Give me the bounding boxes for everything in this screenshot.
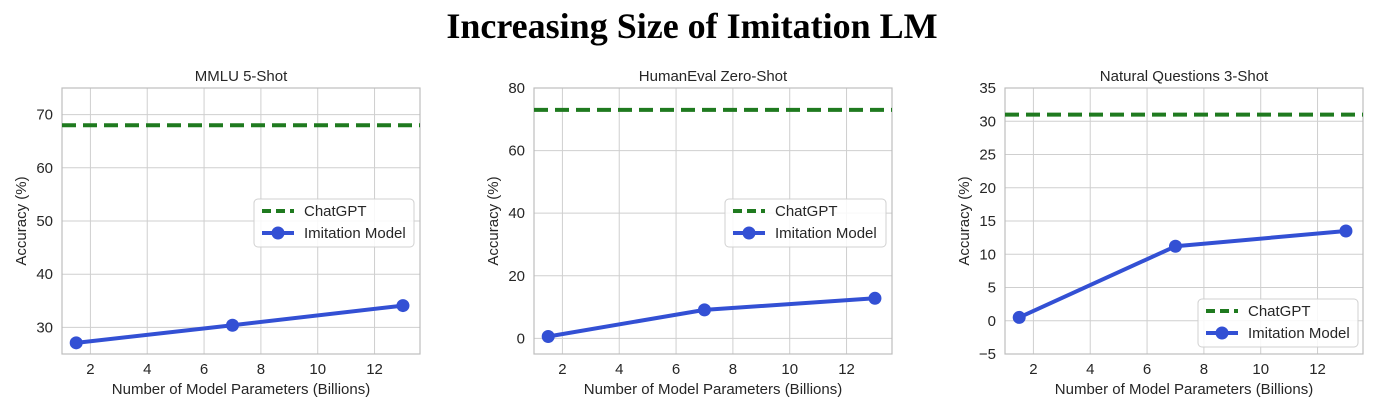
legend-box [724, 198, 887, 248]
legend-label: ChatGPT [304, 203, 367, 220]
y-tick-label: 40 [36, 266, 53, 283]
y-tick-label: 0 [988, 313, 996, 330]
y-tick-label: 60 [36, 160, 53, 177]
legend-label: Imitation Model [775, 225, 877, 242]
plot-frame [61, 87, 421, 355]
chart-panel-2: 2 4 6 8 10 12 0 20 40 60 80 HumanEval Zero-Shot Numb… [485, 68, 893, 398]
y-axis-label: Accuracy (%) [485, 176, 502, 265]
imitation-point [1012, 310, 1026, 324]
y-tick-label: 35 [979, 80, 996, 97]
x-tick-label: 10 [309, 361, 326, 378]
x-tick-label: 4 [143, 361, 151, 378]
y-tick-label: 25 [979, 147, 996, 164]
chart-title: HumanEval Zero-Shot [639, 68, 788, 85]
x-tick-label: 6 [672, 361, 680, 378]
y-tick-label: 80 [508, 80, 525, 97]
x-tick-label: 2 [558, 361, 566, 378]
legend-label: ChatGPT [1248, 303, 1311, 320]
x-tick-label: 8 [1200, 361, 1208, 378]
imitation-point [69, 336, 83, 350]
x-tick-label: 2 [1029, 361, 1037, 378]
legend-imitation-marker [742, 226, 756, 240]
y-tick-label: 5 [988, 280, 996, 297]
y-tick-label: 40 [508, 205, 525, 222]
imitation-line [75, 303, 404, 345]
imitation-line [547, 296, 876, 339]
legend-imitation-marker [271, 226, 285, 240]
chart-panel-3: 2 4 6 8 10 12 −5 0 5 10 15 20 25 30 35 Natural Question… [956, 68, 1364, 398]
y-tick-label: 0 [517, 330, 525, 347]
x-tick-label: 12 [1309, 361, 1326, 378]
x-tick-label: 4 [615, 361, 623, 378]
y-tick-label: 30 [36, 319, 53, 336]
x-tick-label: 10 [1252, 361, 1269, 378]
y-tick-label: 30 [979, 113, 996, 130]
chart-title: MMLU 5-Shot [195, 68, 288, 85]
x-tick-label: 12 [366, 361, 383, 378]
chart-panel-1: 2 4 6 8 10 12 30 40 50 60 70 MMLU 5-Shot Number of M… [13, 68, 421, 398]
x-tick-label: 6 [1143, 361, 1151, 378]
legend: ChatGPT Imitation Model [724, 198, 887, 248]
legend-label: Imitation Model [304, 225, 406, 242]
y-tick-label: 70 [36, 107, 53, 124]
imitation-point [225, 318, 239, 332]
y-tick-label: 20 [508, 268, 525, 285]
x-tick-label: 12 [838, 361, 855, 378]
x-tick-label: 6 [200, 361, 208, 378]
x-tick-label: 8 [257, 361, 265, 378]
legend-label: Imitation Model [1248, 325, 1350, 342]
y-tick-label: −5 [979, 346, 996, 363]
x-tick-label: 10 [781, 361, 798, 378]
y-tick-label: 50 [36, 213, 53, 230]
y-tick-label: 20 [979, 180, 996, 197]
plot-frame [533, 87, 893, 355]
plot-frame [1004, 87, 1364, 355]
y-tick-label: 15 [979, 213, 996, 230]
y-tick-label: 10 [979, 246, 996, 263]
figure-title: Increasing Size of Imitation LM [446, 6, 938, 46]
legend: ChatGPT Imitation Model [253, 198, 415, 248]
legend-imitation-marker [1215, 326, 1229, 340]
imitation-point [396, 299, 410, 313]
x-axis-label: Number of Model Parameters (Billions) [584, 381, 842, 398]
x-tick-label: 4 [1086, 361, 1094, 378]
y-axis-label: Accuracy (%) [13, 176, 30, 265]
imitation-point [1339, 224, 1353, 238]
imitation-point [1168, 239, 1182, 253]
y-tick-label: 60 [508, 143, 525, 160]
x-axis-label: Number of Model Parameters (Billions) [112, 381, 370, 398]
x-tick-label: 2 [86, 361, 94, 378]
chart-title: Natural Questions 3-Shot [1100, 68, 1269, 85]
imitation-point [697, 303, 711, 317]
imitation-point [541, 329, 555, 343]
legend-label: ChatGPT [775, 203, 838, 220]
x-axis-label: Number of Model Parameters (Billions) [1055, 381, 1313, 398]
legend: ChatGPT Imitation Model [1197, 298, 1359, 348]
y-axis-label: Accuracy (%) [956, 176, 973, 265]
x-tick-label: 8 [729, 361, 737, 378]
imitation-point [868, 291, 882, 305]
